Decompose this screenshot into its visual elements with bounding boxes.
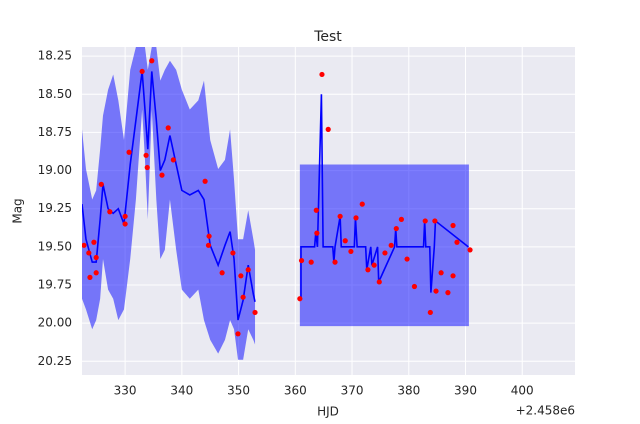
data-point [432, 218, 438, 224]
data-point [144, 164, 150, 171]
data-point [393, 225, 399, 232]
data-point [87, 274, 93, 280]
data-point [313, 207, 319, 213]
data-point [93, 254, 99, 261]
data-point [404, 256, 410, 262]
data-point [388, 242, 394, 248]
y-tick-label: 19.50 [38, 239, 72, 253]
data-point [376, 279, 382, 285]
data-point [438, 270, 444, 276]
y-tick-label: 19.00 [38, 163, 72, 177]
x-tick-label: 380 [397, 384, 420, 398]
data-point [252, 309, 258, 316]
data-point [308, 259, 314, 265]
data-point [298, 257, 305, 264]
y-tick-label: 19.75 [38, 277, 72, 291]
data-point [450, 222, 456, 229]
data-point [240, 294, 246, 300]
data-point [82, 242, 87, 248]
data-point [314, 230, 320, 236]
data-point [382, 250, 388, 256]
x-offset-label: +2.458e6 [516, 404, 575, 418]
data-point [359, 201, 365, 207]
data-point [230, 250, 236, 256]
data-point [170, 157, 176, 163]
model-line [300, 94, 469, 299]
data-point [427, 309, 433, 316]
data-point [202, 178, 208, 184]
data-point [454, 239, 460, 245]
data-point [126, 149, 132, 155]
data-point [433, 288, 439, 294]
x-tick-label: 350 [227, 384, 250, 398]
data-point [143, 152, 149, 158]
data-point [348, 248, 354, 255]
data-point [467, 247, 473, 253]
data-point [325, 126, 331, 132]
data-point [297, 296, 303, 302]
data-point [245, 267, 251, 273]
data-point [422, 218, 428, 224]
data-point [165, 125, 171, 131]
data-point [205, 242, 212, 248]
chart-title: Test [313, 29, 342, 45]
data-point [107, 209, 113, 215]
data-point [371, 262, 377, 268]
data-point [139, 68, 145, 75]
y-tick-label: 19.25 [38, 201, 72, 215]
y-tick-label: 18.75 [38, 125, 72, 139]
y-axis-label: Mag [11, 198, 25, 223]
x-axis-label: HJD [317, 405, 339, 419]
x-tick-label: 390 [454, 384, 477, 398]
x-tick-label: 330 [114, 384, 137, 398]
data-point [122, 221, 128, 227]
y-tick-label: 20.25 [38, 354, 72, 368]
data-point [353, 215, 359, 221]
data-point [219, 270, 225, 276]
x-tick-label: 340 [170, 384, 193, 398]
data-point [365, 267, 371, 273]
y-tick-label: 20.00 [38, 316, 72, 330]
data-point [319, 71, 325, 78]
x-tick-label: 400 [511, 384, 534, 398]
data-point [445, 290, 451, 296]
y-tick-label: 18.50 [38, 87, 72, 101]
data-point [235, 331, 241, 337]
data-point [98, 181, 104, 187]
x-tick-label: 370 [341, 384, 364, 398]
data-point [206, 233, 212, 239]
data-point [332, 259, 338, 265]
data-point [450, 273, 456, 279]
model-line [82, 71, 256, 321]
data-point [337, 213, 343, 219]
data-point [122, 213, 128, 219]
data-point [398, 216, 405, 222]
data-point [91, 239, 97, 245]
data-point [149, 58, 155, 64]
data-point [93, 270, 99, 276]
data-point [86, 250, 92, 256]
y-tick-label: 18.25 [38, 49, 72, 63]
data-point [411, 283, 418, 290]
uncertainty-band [299, 164, 469, 327]
data-point [238, 273, 244, 279]
data-point [342, 238, 348, 244]
x-tick-label: 360 [284, 384, 307, 398]
uncertainty-band [82, 47, 256, 360]
data-point [159, 172, 165, 178]
